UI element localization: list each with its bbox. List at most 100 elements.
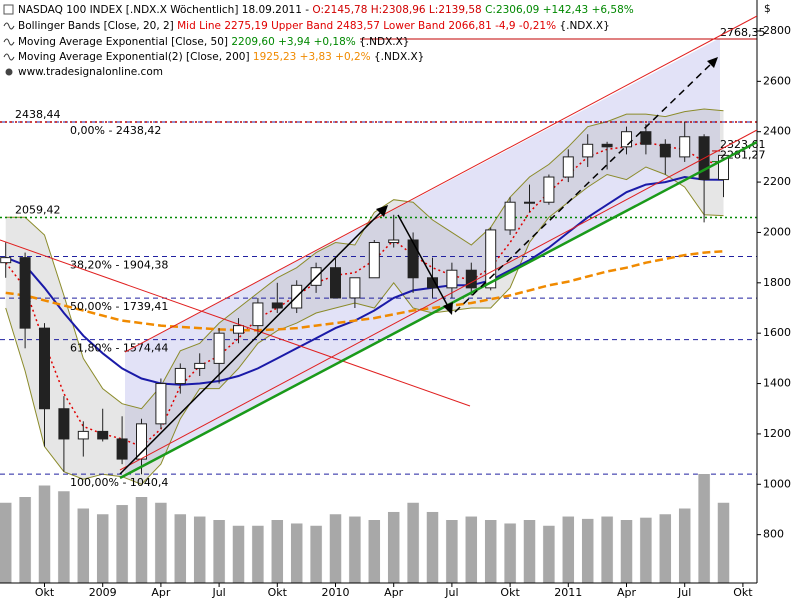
volume-bar	[581, 518, 594, 583]
volume-bar	[387, 511, 400, 583]
volume-bar	[678, 508, 691, 583]
arrow	[397, 214, 451, 311]
candle-body	[58, 408, 70, 440]
volume-bar	[232, 525, 245, 583]
fib-label: 61,80% - 1574,44	[70, 342, 168, 355]
legend-name: Bollinger Bands [Close, 20, 2]	[18, 20, 174, 32]
candle-body	[233, 325, 244, 334]
candle-body	[116, 438, 128, 460]
candle-body	[0, 257, 12, 264]
y-tick-label: 1600	[763, 326, 791, 339]
volume-bar	[115, 504, 129, 583]
volume-bar	[96, 513, 109, 583]
volume-bar	[368, 519, 381, 583]
candle-body	[718, 154, 729, 181]
x-tick-label: Okt	[500, 586, 520, 599]
legend-readout: 2209,60 +3,94 +0,18%	[231, 36, 355, 48]
candle-body	[679, 136, 691, 158]
x-tick-label: Apr	[617, 586, 637, 599]
y-tick-label: 2400	[763, 125, 791, 138]
band-fill	[5, 109, 724, 485]
ohl: O:2145,78 H:2308,96 L:2139,58	[312, 4, 481, 16]
volume-bar	[174, 513, 187, 583]
volume-bar	[329, 513, 342, 583]
y-tick-label: 2200	[763, 175, 791, 188]
volume-bar	[271, 519, 284, 583]
x-tick-label: Jul	[444, 586, 458, 599]
arrow-head	[707, 57, 718, 68]
legend-symbol: {.NDX.X}	[559, 20, 609, 32]
volume-bar	[0, 502, 12, 583]
fib-label: 100,00% - 1040,4	[70, 476, 168, 489]
candle-body	[446, 269, 458, 289]
marker-label: 2323,61	[720, 138, 766, 151]
arrow-head	[376, 205, 388, 217]
volume-bar	[562, 516, 575, 583]
currency: $	[764, 3, 771, 15]
candle-body	[388, 239, 400, 244]
x-tick-label: Okt	[35, 586, 55, 599]
source: www.tradesignalonline.com	[18, 66, 163, 78]
x-tick-label: Apr	[151, 586, 171, 599]
volume-bar	[600, 516, 614, 583]
y-tick-label: 800	[763, 528, 784, 541]
candle-body	[349, 277, 361, 299]
y-tick-label: 2800	[763, 24, 791, 37]
candle-body	[640, 131, 652, 145]
x-tick-label: 2010	[322, 586, 350, 599]
y-tick-label: 1400	[763, 377, 791, 390]
volume-bar	[465, 516, 478, 583]
volume-bar	[697, 473, 711, 583]
fib-label: 0,00% - 2438,42	[70, 124, 161, 137]
volume-bar	[38, 485, 51, 583]
volume-bar	[309, 525, 323, 583]
candle-body	[582, 143, 594, 158]
volume-bar	[717, 502, 730, 583]
drawings	[0, 15, 757, 480]
level-label: 2059,42	[15, 203, 61, 216]
volume-bar	[135, 496, 148, 583]
volume-bar	[212, 519, 226, 583]
volume-bar	[659, 513, 672, 583]
x-tick-label: 2011	[554, 586, 582, 599]
fib-label: 50,00% - 1739,41	[70, 300, 168, 313]
volume-bar	[445, 519, 459, 583]
legend-entry: Moving Average Exponential(2) [Close, 20…	[18, 51, 424, 63]
level-label: 2438,44	[15, 108, 61, 121]
candle-body	[543, 176, 555, 203]
icon	[3, 4, 14, 15]
candle-body	[601, 143, 613, 148]
volume-bar	[154, 502, 168, 583]
volume-bar	[639, 517, 653, 583]
x-tick-label: Okt	[733, 586, 753, 599]
volume-bar	[406, 502, 420, 583]
candle-body	[407, 239, 419, 279]
candle-body	[213, 332, 225, 364]
change: C:2306,09 +142,43 +6,58%	[485, 4, 634, 16]
band-lower	[5, 166, 724, 485]
candle-body	[97, 430, 109, 440]
icon	[5, 68, 13, 76]
y-tick-label: 1800	[763, 276, 791, 289]
moving-average	[5, 175, 724, 386]
channel-fill	[125, 38, 720, 476]
volume-bar	[290, 522, 303, 583]
channel-line	[124, 15, 757, 353]
volume-bar	[77, 508, 90, 583]
arrow-head	[443, 302, 453, 315]
y-tick-label: 1200	[763, 427, 791, 440]
candle-body	[368, 242, 380, 279]
candle-body	[271, 302, 283, 309]
legend-name: Moving Average Exponential(2) [Close, 20…	[18, 51, 250, 63]
arrow	[119, 208, 385, 475]
volume-bar	[193, 516, 206, 583]
marker-label: 2281,27	[720, 149, 766, 162]
volume-bar	[503, 522, 517, 583]
moving-average	[5, 250, 724, 332]
y-tick-label: 2600	[763, 74, 791, 87]
candle-body	[659, 143, 671, 158]
candle-body	[155, 383, 167, 425]
candle-body	[485, 229, 497, 289]
volume-bar	[484, 519, 497, 583]
